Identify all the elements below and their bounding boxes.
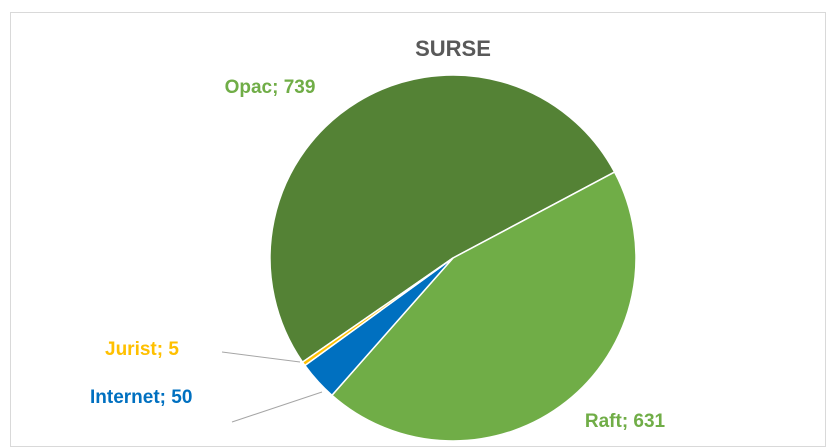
data-label: Raft; 631 [585, 411, 666, 432]
leader-line [231, 391, 323, 423]
chart-title: SURSE [415, 36, 491, 61]
data-label: Jurist; 5 [105, 339, 179, 360]
pie-slice [269, 74, 616, 364]
leader-line [221, 351, 301, 363]
pie-slice [330, 171, 637, 442]
pie-slice [301, 257, 454, 367]
data-label: Opac; 739 [225, 77, 316, 98]
data-label: Internet; 50 [90, 387, 192, 408]
